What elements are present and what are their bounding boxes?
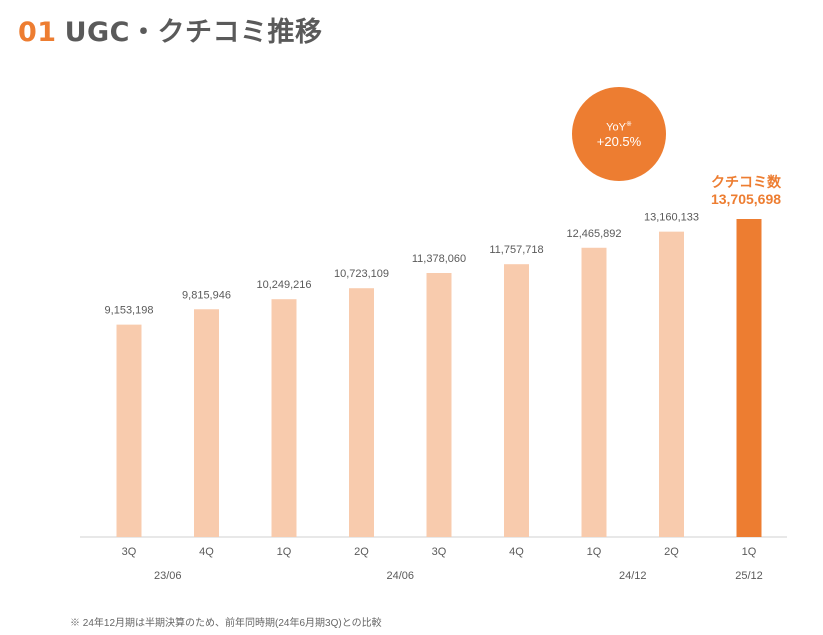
- period-label: 24/06: [386, 570, 414, 582]
- page-title: 01 UGC・クチコミ推移: [18, 10, 322, 49]
- bar-value-label: 11,378,060: [412, 253, 466, 265]
- highlight-callout: クチコミ数 13,705,698: [690, 174, 802, 208]
- bar: [116, 324, 142, 537]
- bar-value-label: 10,249,216: [256, 279, 311, 291]
- section-title: UGC・クチコミ推移: [64, 17, 323, 48]
- period-label: 23/06: [154, 570, 182, 582]
- section-number: 01: [18, 17, 57, 48]
- highlight-name: クチコミ数: [711, 174, 781, 190]
- bar: [504, 264, 529, 537]
- bar-value-label: 11,757,718: [489, 244, 543, 256]
- x-tick-label: 1Q: [587, 546, 602, 558]
- yoy-value: +20.5%: [596, 134, 642, 150]
- bar: [349, 288, 374, 537]
- bar: [736, 219, 762, 537]
- bar-value-label: 13,160,133: [644, 212, 699, 224]
- bar-value-label: 9,153,198: [105, 305, 154, 317]
- bar: [194, 309, 219, 537]
- x-tick-label: 4Q: [199, 546, 214, 558]
- yoy-note-mark: ※: [625, 120, 632, 128]
- x-tick-label: 2Q: [354, 546, 369, 558]
- x-tick-label: 3Q: [122, 546, 137, 558]
- bar-value-label: 10,723,109: [334, 268, 389, 280]
- bar: [659, 231, 684, 538]
- bar: [426, 273, 452, 537]
- bar: [581, 247, 607, 537]
- footnote: ※ 24年12月期は半期決算のため、前年同時期(24年6月期3Q)との比較: [70, 618, 382, 629]
- period-label: 25/12: [735, 570, 763, 582]
- bar: [271, 299, 297, 537]
- x-tick-label: 4Q: [509, 546, 524, 558]
- x-tick-label: 1Q: [742, 546, 757, 558]
- x-tick-label: 2Q: [664, 546, 679, 558]
- x-tick-label: 3Q: [432, 546, 447, 558]
- period-label: 24/12: [619, 570, 647, 582]
- bar-value-label: 12,465,892: [566, 228, 621, 240]
- yoy-label: YoY: [606, 121, 626, 134]
- x-tick-label: 1Q: [277, 546, 292, 558]
- yoy-badge: YoY※ +20.5%: [572, 87, 666, 181]
- bar-value-label: 9,815,946: [182, 289, 231, 301]
- highlight-value: 13,705,698: [710, 191, 782, 207]
